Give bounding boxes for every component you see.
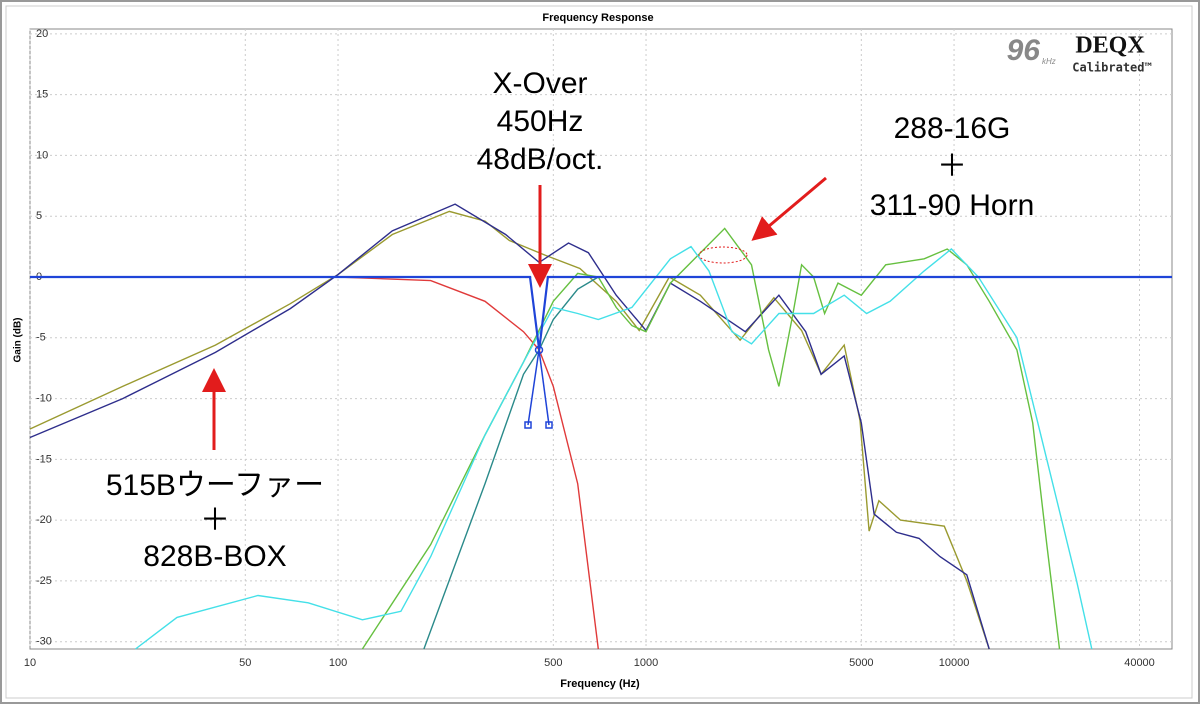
y-tick-label: -20	[36, 514, 52, 526]
annotation: 288-16G	[894, 112, 1011, 145]
logo-unit: kHz	[1042, 57, 1056, 66]
x-axis-label: Frequency (Hz)	[560, 678, 640, 690]
xover-line	[538, 349, 550, 426]
logo-tag: Calibrated™	[1072, 61, 1151, 75]
annotation: 828B-BOX	[143, 540, 286, 573]
annotation: 450Hz	[497, 105, 584, 138]
highlight-ellipse	[698, 246, 748, 264]
x-tick-label: 40000	[1124, 657, 1155, 669]
annotation: ＋	[200, 504, 230, 537]
y-tick-label: 20	[36, 28, 48, 40]
chart-title: Frequency Response	[542, 12, 653, 24]
series-line	[135, 245, 1093, 650]
y-tick-label: -10	[36, 392, 52, 404]
y-tick-label: 5	[36, 210, 42, 222]
logo-rate: 96	[1007, 34, 1041, 67]
y-tick-label: -15	[36, 453, 52, 465]
y-tick-label: 15	[36, 89, 48, 101]
y-tick-label: -30	[36, 636, 52, 648]
annotation: 515Bウーファー	[106, 469, 324, 502]
annotation: ＋	[937, 150, 967, 183]
y-tick-label: 10	[36, 149, 48, 161]
y-axis-label: Gain (dB)	[13, 318, 24, 363]
plot-area	[29, 28, 1173, 650]
annotation: X-Over	[492, 67, 587, 100]
series-line	[30, 275, 1172, 351]
series-line	[423, 276, 1172, 650]
x-tick-label: 50	[239, 657, 251, 669]
annotation: 311-90 Horn	[870, 189, 1035, 222]
x-tick-label: 5000	[849, 657, 873, 669]
x-tick-label: 10	[24, 657, 36, 669]
arrow	[751, 176, 827, 241]
xover-line	[527, 349, 540, 426]
y-tick-label: -25	[36, 575, 52, 587]
annotation: 48dB/oct.	[477, 143, 604, 176]
x-tick-label: 500	[544, 657, 562, 669]
logo-brand: DEQX	[1075, 33, 1145, 59]
y-tick-label: -5	[36, 332, 46, 344]
series-line	[234, 276, 599, 650]
x-tick-label: 1000	[634, 657, 658, 669]
x-tick-label: 10000	[939, 657, 970, 669]
x-tick-label: 100	[329, 657, 347, 669]
